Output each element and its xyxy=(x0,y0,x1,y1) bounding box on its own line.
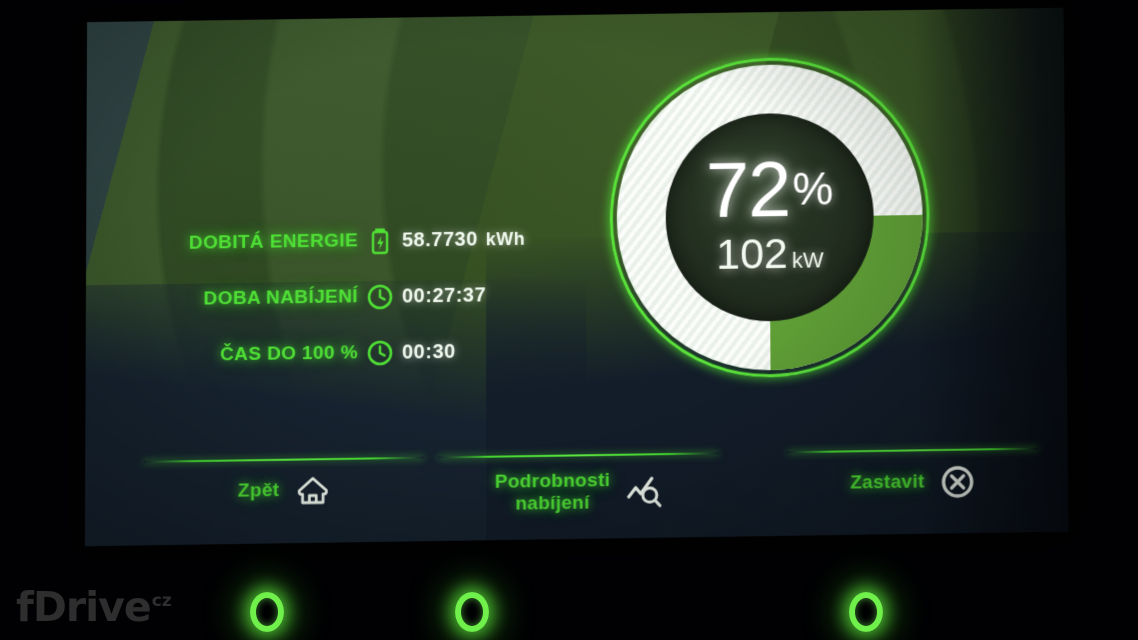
charging-info-list: DOBITÁ ENERGIE 58.7730kWh DOBA NABÍJENÍ xyxy=(182,210,593,384)
watermark-text: fDrive xyxy=(16,583,152,631)
info-row-energy-delivered: DOBITÁ ENERGIE 58.7730kWh xyxy=(182,210,592,272)
screen-vignette xyxy=(84,7,1069,547)
watermark-logo: fDrivecz xyxy=(16,583,172,631)
info-row-charging-time: DOBA NABÍJENÍ 00:27:37 xyxy=(182,266,592,328)
bezel-led-1[interactable] xyxy=(250,592,284,632)
bezel-led-2[interactable] xyxy=(455,592,489,632)
screen-background: DOBITÁ ENERGIE 58.7730kWh DOBA NABÍJENÍ xyxy=(84,7,1069,547)
info-row-time-to-full: ČAS DO 100 % 00:30 xyxy=(182,322,593,384)
watermark-suffix: cz xyxy=(151,591,172,612)
bezel-led-3[interactable] xyxy=(849,592,883,632)
clock-icon xyxy=(358,284,402,311)
battery-charging-icon xyxy=(358,227,402,256)
clock-icon xyxy=(358,340,402,367)
infotainment-screen: DOBITÁ ENERGIE 58.7730kWh DOBA NABÍJENÍ xyxy=(84,7,1069,547)
